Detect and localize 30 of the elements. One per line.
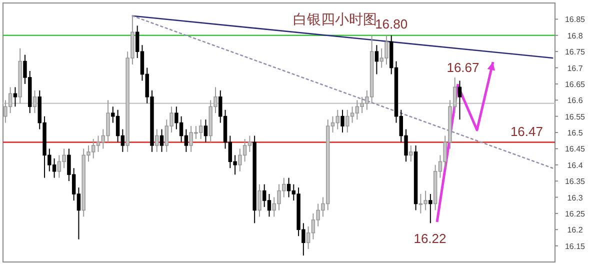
y-tick-label: 16.15 bbox=[564, 242, 586, 251]
text: 白银四小时图 bbox=[293, 11, 377, 27]
y-tick-label: 16.2 bbox=[567, 226, 584, 235]
candlestick bbox=[13, 86, 18, 108]
y-tick-label: 16.5 bbox=[567, 128, 584, 138]
y-tick-label: 16.65 bbox=[564, 80, 586, 89]
annotation: 16.22 bbox=[414, 231, 446, 246]
candlestick bbox=[258, 184, 262, 218]
candlestick bbox=[204, 119, 208, 143]
candlestick bbox=[458, 80, 462, 120]
y-tick-label: 16.8 bbox=[567, 31, 584, 40]
y-tick-label: 16.45 bbox=[564, 144, 586, 154]
y-tick-label: 16.85 bbox=[564, 15, 586, 24]
y-tick-label: 16.25 bbox=[564, 209, 586, 218]
ref-line-label: 16.47 bbox=[510, 124, 543, 140]
y-tick-label: 16.3 bbox=[567, 193, 584, 202]
candlestick bbox=[340, 109, 344, 133]
annotation: 16.67 bbox=[446, 60, 480, 75]
y-tick-label: 16.4 bbox=[567, 160, 584, 170]
candlestick bbox=[374, 44, 379, 75]
y-tick-label: 16.35 bbox=[564, 177, 586, 186]
annotation: 16.80 bbox=[375, 16, 408, 32]
y-tick-label: 16.75 bbox=[564, 48, 586, 57]
candlestick bbox=[409, 144, 413, 162]
candlestick bbox=[428, 194, 432, 224]
y-tick-label: 16.6 bbox=[567, 96, 584, 106]
candlestick bbox=[160, 128, 164, 152]
y-tick-label: 16.55 bbox=[564, 112, 586, 122]
candlestick bbox=[155, 128, 159, 152]
y-tick-label: 16.7 bbox=[567, 64, 584, 73]
